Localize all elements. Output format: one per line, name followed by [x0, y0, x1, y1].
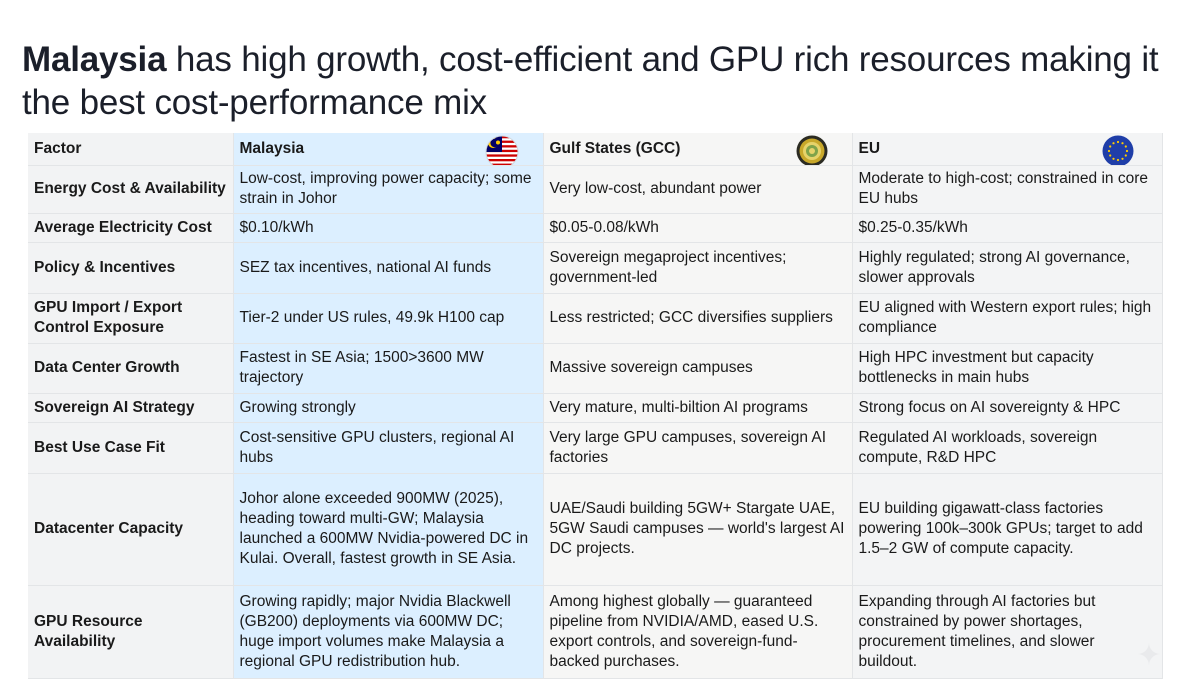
header-gcc: Gulf States (GCC) [543, 133, 853, 166]
table-row: Policy & Incentives SEZ tax incentives, … [28, 242, 1163, 294]
title-rest: has high growth, cost-efficient and GPU … [22, 40, 1159, 122]
cell-gcc: $0.05-0.08/kWh [543, 213, 853, 243]
table-row: Best Use Case Fit Cost-sensitive GPU clu… [28, 422, 1163, 474]
cell-gcc: Among highest globally — guaranteed pipe… [543, 585, 853, 679]
cell-eu: EU aligned with Western export rules; hi… [852, 293, 1163, 344]
cell-malaysia: Fastest in SE Asia; 1500>3600 MW traject… [233, 343, 544, 394]
sparkle-icon: ✦ [1136, 639, 1162, 672]
header-eu-label: EU [858, 139, 881, 157]
cell-gcc: Very low-cost, abundant power [543, 165, 853, 214]
header-malaysia-label: Malaysia [239, 139, 305, 157]
cell-malaysia: Tier-2 under US rules, 49.9k H100 cap [233, 293, 544, 344]
row-factor: GPU Import / Export Control Exposure [28, 293, 234, 344]
cell-eu: EU building gigawatt-class factories pow… [852, 473, 1163, 586]
header-eu: EU [852, 133, 1163, 166]
slide-title: Malaysia has high growth, cost-efficient… [22, 38, 1182, 124]
cell-gcc: Very large GPU campuses, sovereign AI fa… [543, 422, 853, 474]
malaysia-flag-icon [484, 134, 520, 164]
cell-eu: Regulated AI workloads, sovereign comput… [852, 422, 1163, 474]
header-gcc-label: Gulf States (GCC) [549, 139, 681, 157]
row-factor: Policy & Incentives [28, 242, 234, 294]
cell-gcc: UAE/Saudi building 5GW+ Stargate UAE, 5G… [543, 473, 853, 586]
cell-gcc: Less restricted; GCC diversifies supplie… [543, 293, 853, 344]
cell-gcc: Very mature, multi-biltion AI programs [543, 393, 853, 423]
cell-gcc: Massive sovereign campuses [543, 343, 853, 394]
title-highlight: Malaysia [22, 40, 167, 79]
cell-eu: Highly regulated; strong AI governance, … [852, 242, 1163, 294]
cell-eu: High HPC investment but capacity bottlen… [852, 343, 1163, 394]
table-header-row: Factor Malaysia [28, 133, 1163, 166]
cell-malaysia: Growing strongly [233, 393, 544, 423]
cell-malaysia: $0.10/kWh [233, 213, 544, 243]
row-factor: Energy Cost & Availability [28, 165, 234, 214]
comparison-table: Factor Malaysia [28, 133, 1163, 680]
row-factor: Best Use Case Fit [28, 422, 234, 474]
cell-malaysia: Cost-sensitive GPU clusters, regional AI… [233, 422, 544, 474]
row-factor: GPU Resource Availability [28, 585, 234, 679]
row-factor: Sovereign AI Strategy [28, 393, 234, 423]
eu-flag-icon [1101, 134, 1135, 164]
cell-malaysia: Johor alone exceeded 900MW (2025), headi… [233, 473, 544, 586]
table-row: Data Center Growth Fastest in SE Asia; 1… [28, 343, 1163, 394]
cell-malaysia: Growing rapidly; major Nvidia Blackwell … [233, 585, 544, 679]
table-row: Sovereign AI Strategy Growing strongly V… [28, 393, 1163, 423]
row-factor: Data Center Growth [28, 343, 234, 394]
cell-eu: Moderate to high-cost; constrained in co… [852, 165, 1163, 214]
cell-malaysia: SEZ tax incentives, national AI funds [233, 242, 544, 294]
table-row: Datacenter Capacity Johor alone exceeded… [28, 473, 1163, 586]
cell-malaysia: Low-cost, improving power capacity; some… [233, 165, 544, 214]
cell-gcc: Sovereign megaproject incentives; govern… [543, 242, 853, 294]
cell-eu: Expanding through AI factories but const… [852, 585, 1163, 679]
cell-eu: Strong focus on AI sovereignty & HPC [852, 393, 1163, 423]
table-row: GPU Resource Availability Growing rapidl… [28, 585, 1163, 679]
table-row: Energy Cost & Availability Low-cost, imp… [28, 165, 1163, 214]
cell-eu: $0.25-0.35/kWh [852, 213, 1163, 243]
header-malaysia: Malaysia [233, 133, 544, 166]
table-row: Average Electricity Cost $0.10/kWh $0.05… [28, 213, 1163, 243]
header-factor: Factor [28, 133, 234, 166]
header-factor-label: Factor [34, 139, 82, 157]
row-factor: Datacenter Capacity [28, 473, 234, 586]
gcc-emblem-icon [795, 134, 829, 164]
table-row: GPU Import / Export Control Exposure Tie… [28, 293, 1163, 344]
row-factor: Average Electricity Cost [28, 213, 234, 243]
